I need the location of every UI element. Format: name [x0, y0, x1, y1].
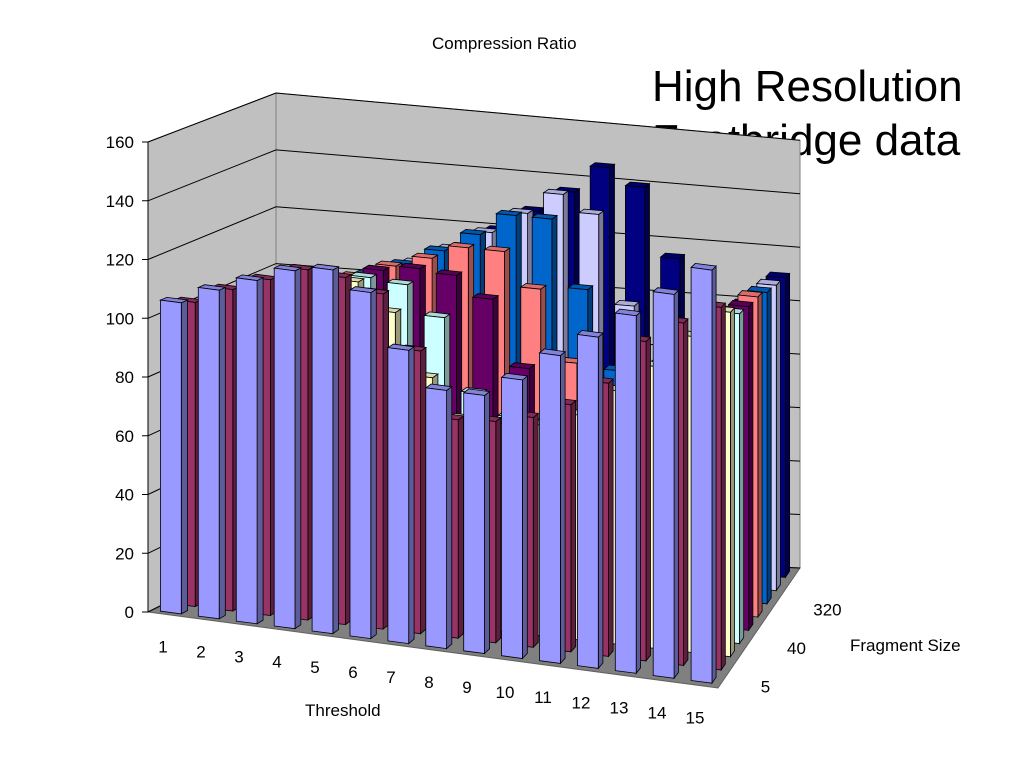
y-tick-label: 80	[115, 368, 134, 387]
bar-side	[408, 346, 415, 645]
y-tick-label: 60	[115, 427, 134, 446]
y-tick-label: 120	[106, 251, 134, 270]
bar	[348, 286, 378, 640]
bar-side	[370, 288, 377, 640]
bar-front	[539, 352, 561, 664]
bar	[158, 296, 190, 615]
bar-side	[785, 272, 790, 579]
x-axis-label: Threshold	[305, 701, 381, 720]
x-tick-label: 4	[272, 653, 281, 672]
x-tick-label: 14	[648, 703, 667, 722]
y-tick-label: 0	[125, 603, 134, 622]
bar-side	[748, 301, 754, 632]
x-tick-label: 7	[386, 668, 395, 687]
bar-side	[294, 267, 302, 630]
bar	[614, 308, 642, 675]
bar	[234, 274, 265, 625]
bar-side	[256, 276, 264, 625]
bar	[272, 264, 303, 630]
bar-front	[311, 266, 334, 635]
bar-front	[690, 266, 713, 684]
bar	[652, 287, 680, 680]
depth-tick-label: 5	[761, 677, 770, 696]
bar-side	[711, 265, 717, 685]
x-tick-label: 1	[158, 638, 167, 657]
bar-side	[757, 291, 763, 619]
y-tick-label: 160	[106, 133, 134, 152]
x-tick-label: 11	[534, 688, 552, 707]
bar-side	[739, 308, 745, 645]
bar-front	[614, 312, 637, 674]
bar	[386, 343, 416, 645]
depth-axis-label: Fragment Size	[850, 636, 961, 655]
depth-tick-label: 40	[787, 639, 806, 658]
bar-side	[683, 317, 689, 667]
bar-side	[673, 289, 679, 680]
bar-front	[159, 299, 182, 615]
bar-side	[570, 399, 577, 653]
bar-side	[495, 416, 502, 644]
bar	[424, 383, 453, 650]
bar-front	[235, 277, 258, 625]
bar-side	[180, 299, 189, 615]
bars	[158, 162, 791, 685]
bar	[310, 263, 340, 635]
bar-side	[720, 302, 726, 672]
bar	[538, 348, 567, 665]
bar-side	[457, 415, 464, 640]
x-tick-label: 6	[348, 663, 357, 682]
chart-title: Compression Ratio	[432, 34, 577, 53]
bar	[462, 388, 491, 655]
y-tick-label: 40	[115, 486, 134, 505]
bar-side	[597, 332, 604, 670]
bar-front	[463, 392, 485, 654]
y-tick-label: 140	[106, 192, 134, 211]
overlay-title-line-1: High Resolution	[652, 62, 963, 111]
bar	[576, 330, 604, 670]
y-tick-label: 100	[106, 309, 134, 328]
bar	[196, 284, 227, 620]
x-tick-label: 10	[496, 683, 515, 702]
bar-side	[522, 375, 528, 660]
bar-front	[349, 289, 372, 640]
gridline	[147, 149, 801, 202]
bar-side	[484, 390, 491, 655]
x-tick-label: 12	[572, 693, 591, 712]
depth-tick-label: 320	[813, 601, 841, 620]
bar-side	[635, 310, 641, 675]
bar-side	[560, 350, 566, 665]
bar-side	[420, 346, 427, 635]
x-tick-label: 2	[196, 643, 205, 662]
bar-side	[730, 306, 735, 658]
x-tick-label: 8	[424, 673, 433, 692]
bar-side	[332, 266, 340, 635]
y-tick-label: 20	[115, 544, 134, 563]
bar-front	[273, 267, 296, 630]
bar	[690, 262, 717, 685]
gridline	[147, 92, 801, 143]
x-tick-label: 9	[462, 678, 471, 697]
bar-front	[425, 387, 448, 650]
bar-side	[608, 378, 614, 658]
bar-side	[218, 286, 226, 620]
bar-front	[197, 287, 220, 620]
bar-front	[577, 334, 599, 669]
bar	[500, 372, 529, 660]
bar-front	[652, 291, 675, 679]
x-tick-label: 3	[234, 648, 243, 667]
x-tick-label: 5	[310, 658, 319, 677]
x-tick-label: 13	[610, 698, 629, 717]
bar-front	[387, 347, 410, 645]
bar-side	[645, 336, 651, 663]
bar-side	[532, 412, 539, 649]
x-tick-label: 15	[686, 708, 705, 727]
bar-side	[775, 279, 781, 592]
bar-side	[766, 287, 772, 606]
bar-side	[446, 385, 453, 650]
bar-front	[501, 376, 523, 659]
